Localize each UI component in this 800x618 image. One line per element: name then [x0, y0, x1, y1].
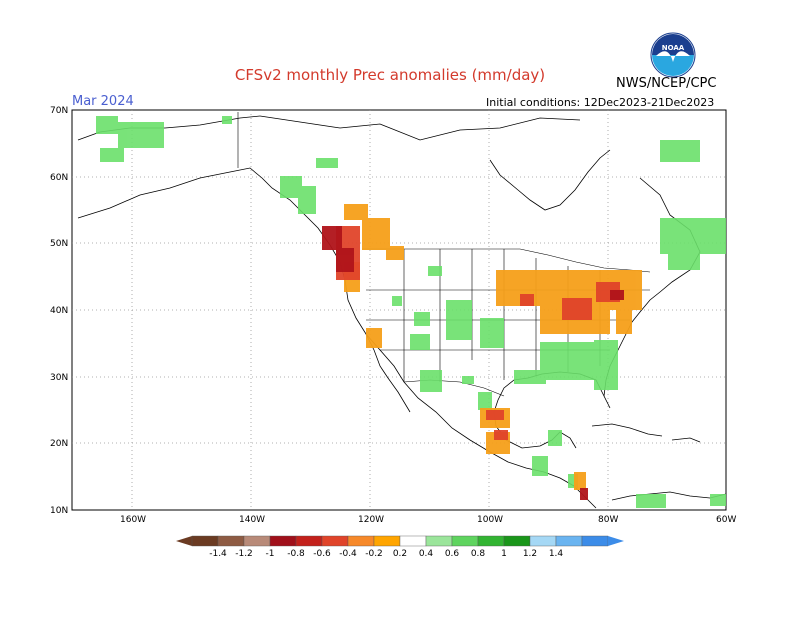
lat-label-20: 20N [50, 439, 68, 449]
colorbar-swatch [295, 535, 323, 547]
colorbar-label: -0.8 [287, 549, 305, 559]
colorbar-label: -1.2 [235, 549, 253, 559]
lon-label-120w: 120W [358, 515, 384, 525]
colorbar-swatch [451, 535, 479, 547]
noaa-logo: NOAA [650, 32, 696, 78]
colorbar-swatch [581, 535, 609, 547]
agency-label: NWS/NCEP/CPC [616, 76, 717, 91]
colorbar-label: 0.8 [471, 549, 486, 559]
lat-label-50: 50N [50, 239, 68, 249]
colorbar-label: 1 [501, 549, 507, 559]
lat-label-40: 40N [50, 306, 68, 316]
lon-label-60w: 60W [716, 515, 736, 525]
lon-label-100w: 100W [477, 515, 503, 525]
lat-label-70: 70N [50, 106, 68, 116]
lat-label-30: 30N [50, 373, 68, 383]
colorbar-swatch [503, 535, 531, 547]
colorbar-swatch [217, 535, 245, 547]
colorbar-label: -0.4 [339, 549, 357, 559]
lat-label-60: 60N [50, 173, 68, 183]
lon-label-80w: 80W [598, 515, 618, 525]
colorbar-swatch [269, 535, 297, 547]
colorbar-arrow-left [176, 536, 192, 546]
colorbar-swatch [555, 535, 583, 547]
lon-label-160w: 160W [120, 515, 146, 525]
colorbar-swatch [529, 535, 557, 547]
negative-anomalies-strong [322, 226, 624, 500]
colorbar-swatch [373, 535, 401, 547]
positive-anomalies [96, 116, 726, 508]
lon-label-140w: 140W [239, 515, 265, 525]
lon-labels: 160W 140W 120W 100W 80W 60W [120, 515, 736, 525]
colorbar-label: 0.4 [419, 549, 434, 559]
initial-conditions: Initial conditions: 12Dec2023-21Dec2023 [486, 96, 715, 109]
colorbar-swatch [425, 535, 453, 547]
colorbar: -1.4 -1.2 -1 -0.8 -0.6 -0.4 -0.2 0.2 0.4 0.6 0.8 1 1… [176, 535, 624, 559]
colorbar-label: -1 [266, 549, 275, 559]
forecast-month: Mar 2024 [72, 94, 134, 109]
colorbar-swatch [243, 535, 271, 547]
colorbar-label: -0.6 [313, 549, 331, 559]
colorbar-label: -0.2 [365, 549, 383, 559]
colorbar-swatch [477, 535, 505, 547]
colorbar-label: 0.2 [393, 549, 407, 559]
colorbar-label: 1.4 [549, 549, 564, 559]
colorbar-label: 0.6 [445, 549, 460, 559]
lat-label-10: 10N [50, 506, 68, 516]
lat-labels: 70N 60N 50N 40N 30N 20N 10N [50, 106, 68, 516]
colorbar-swatch [399, 535, 427, 547]
colorbar-swatch [191, 535, 219, 547]
colorbar-swatch [321, 535, 349, 547]
colorbar-label: -1.4 [209, 549, 227, 559]
noaa-logo-text: NOAA [662, 44, 685, 52]
colorbar-swatch [347, 535, 375, 547]
chart-title: CFSv2 monthly Prec anomalies (mm/day) [234, 66, 546, 84]
colorbar-label: 1.2 [523, 549, 537, 559]
colorbar-arrow-right [608, 536, 624, 546]
